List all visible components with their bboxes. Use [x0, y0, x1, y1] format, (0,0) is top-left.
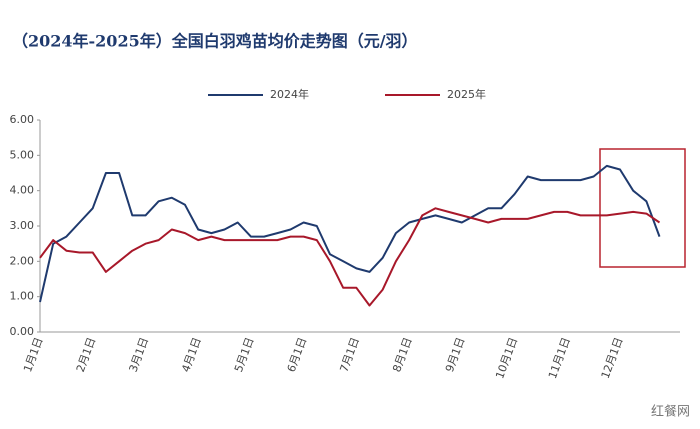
- x-tick-label: 11月1日: [546, 336, 573, 381]
- chart-title: （2024年-2025年）全国白羽鸡苗均价走势图（元/羽）: [12, 32, 418, 51]
- x-tick-label: 7月1日: [337, 336, 362, 374]
- series-line: [39, 207, 661, 307]
- x-tick-label: 1月1日: [21, 336, 46, 374]
- watermark: 红餐网: [651, 404, 690, 420]
- y-tick-label: 1.00: [10, 290, 35, 303]
- legend-label: 2025年: [447, 87, 486, 101]
- x-tick-label: 9月1日: [443, 336, 468, 374]
- x-tick-label: 2月1日: [74, 336, 99, 374]
- series-line: [39, 164, 661, 303]
- y-tick-label: 3.00: [10, 219, 35, 232]
- y-tick-label: 2.00: [10, 254, 35, 267]
- x-tick-label: 4月1日: [179, 336, 204, 374]
- highlight-box: [599, 148, 686, 268]
- y-tick-label: 5.00: [10, 148, 35, 161]
- x-tick-label: 6月1日: [285, 336, 310, 374]
- x-tick-label: 10月1日: [493, 336, 520, 381]
- legend-label: 2024年: [270, 87, 309, 101]
- y-tick-label: 6.00: [10, 113, 35, 126]
- y-tick-label: 4.00: [10, 184, 35, 197]
- x-tick-label: 3月1日: [127, 336, 152, 374]
- x-tick-label: 8月1日: [390, 336, 415, 374]
- x-tick-label: 12月1日: [599, 336, 626, 381]
- x-tick-label: 5月1日: [232, 336, 257, 374]
- y-tick-label: 0.00: [10, 325, 35, 338]
